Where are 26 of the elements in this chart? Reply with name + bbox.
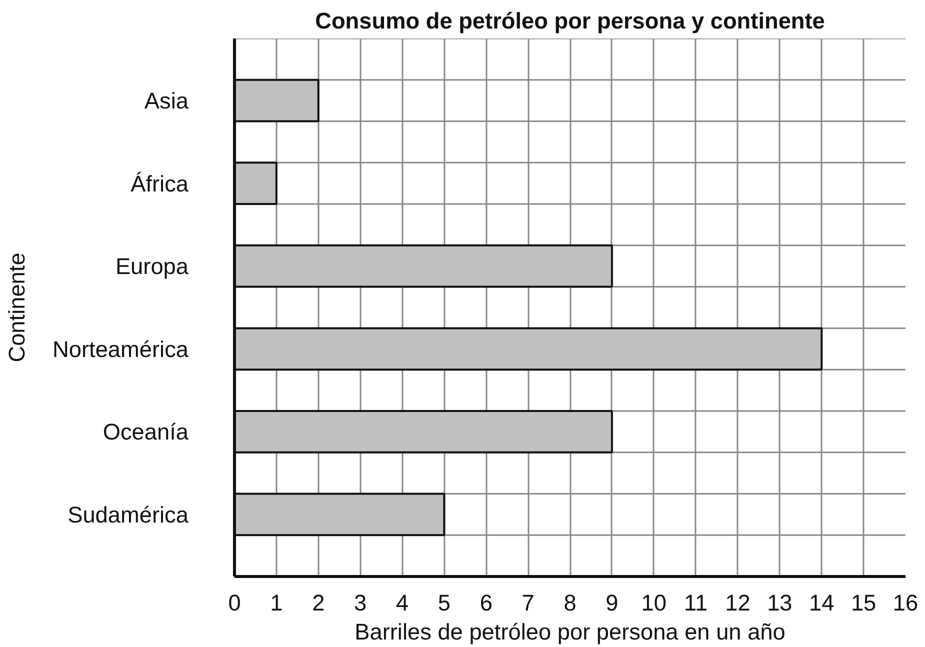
x-tick-label: 3 bbox=[354, 590, 367, 616]
y-tick-label: Norteamérica bbox=[52, 336, 189, 362]
x-tick-label: 11 bbox=[684, 590, 708, 616]
x-tick-label: 13 bbox=[767, 590, 792, 616]
x-tick-label: 6 bbox=[480, 590, 492, 616]
x-tick-label: 12 bbox=[725, 590, 750, 616]
x-tick-label: 16 bbox=[892, 590, 918, 616]
y-tick-label: Oceanía bbox=[102, 418, 189, 445]
x-axis-title: Barriles de petróleo por persona en un año bbox=[354, 618, 786, 644]
y-tick-label: Sudamérica bbox=[68, 501, 189, 528]
x-tick-label: 9 bbox=[606, 590, 618, 616]
y-tick-label: Europa bbox=[115, 253, 189, 280]
y-tick-label: Asia bbox=[144, 88, 189, 114]
x-tick-label: 4 bbox=[396, 590, 409, 616]
x-tick-label: 8 bbox=[564, 590, 576, 616]
x-tick-label: 2 bbox=[312, 590, 325, 616]
x-tick-label: 15 bbox=[850, 590, 876, 616]
y-tick-label: África bbox=[130, 170, 189, 196]
chart-title: Consumo de petróleo por persona y continente bbox=[315, 8, 825, 34]
x-tick-label: 10 bbox=[641, 590, 666, 616]
y-axis-title: Continente bbox=[4, 252, 30, 362]
x-tick-label: 7 bbox=[522, 590, 534, 616]
x-tick-label: 1 bbox=[270, 590, 283, 616]
x-tick-label: 0 bbox=[228, 590, 241, 616]
x-tick-label: 5 bbox=[438, 590, 450, 616]
x-tick-label: 14 bbox=[809, 590, 834, 616]
